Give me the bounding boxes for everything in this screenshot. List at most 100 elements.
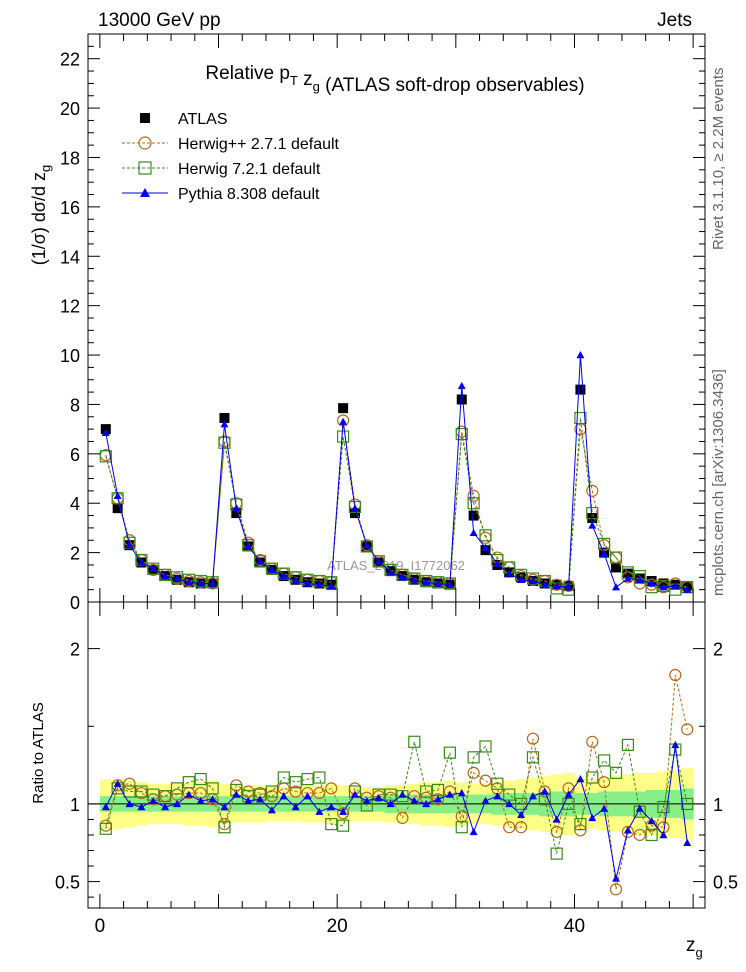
ratio-pythia-8-308-default-marker <box>528 792 537 800</box>
herwig-7-2-1-default-marker <box>574 411 587 425</box>
herwig-7-2-1-default-marker <box>467 497 480 510</box>
ratio-xtick-label: 0 <box>95 916 106 937</box>
pythia-8-308-default-marker <box>612 583 621 591</box>
ratio-pythia-8-308-default-marker <box>339 807 348 815</box>
ratio-herwig-7-2-1-default-marker <box>182 776 195 789</box>
herwig-7-2-1-default-marker <box>253 555 267 568</box>
ratio-herwig-7-2-1-default-marker <box>491 777 504 790</box>
ratio-herwig-2-7-1-default-marker <box>514 821 528 834</box>
pythia-8-308-default-marker <box>149 564 158 572</box>
main-ytick-label: 0 <box>70 593 80 613</box>
pythia-8-308-default-marker <box>576 351 585 359</box>
series-pythia-8-308-default <box>101 351 692 593</box>
ratio-pythia-8-308-default-marker <box>493 792 502 800</box>
herwig-7-2-1-default-marker <box>431 576 445 589</box>
pythia-8-308-default-marker <box>457 381 466 390</box>
herwig-7-2-1-default-marker <box>159 568 172 581</box>
herwig-7-2-1-default-marker <box>455 427 468 441</box>
herwig-7-2-1-default-marker <box>598 537 611 551</box>
atlas-marker <box>112 503 123 514</box>
herwig-7-2-1-default-marker <box>479 529 492 542</box>
pythia-8-308-default-marker <box>327 581 336 590</box>
pythia-8-308-default-marker <box>647 579 656 587</box>
legend-item-herwig-2-7-1-default: Herwig++ 2.7.1 default <box>122 136 340 153</box>
ratio-herwig-2-7-1-default-marker <box>123 777 136 790</box>
header-left: 13000 GeV pp <box>98 10 221 31</box>
ratio-herwig-2-7-1-default-marker <box>313 786 326 800</box>
main-ytick-label: 16 <box>60 198 80 218</box>
ratio-pythia-8-308-default-marker <box>244 796 253 805</box>
ratio-ytick-label: 2 <box>70 640 80 660</box>
ratio-herwig-7-2-1-default-marker <box>443 746 456 759</box>
ratio-pythia-8-308-default-marker <box>659 830 668 839</box>
ratio-herwig-7-2-1-default-marker <box>598 754 611 767</box>
ratio-herwig-2-7-1-default-marker <box>538 785 551 798</box>
ratio-pythia-8-308-default-marker <box>445 790 454 798</box>
ratio-herwig-7-2-1-default-marker <box>313 771 326 784</box>
chart-title: Relative pT zg (ATLAS soft-drop observab… <box>205 63 584 96</box>
pythia-8-308-default-marker <box>256 557 265 565</box>
legend-label: Herwig 7.2.1 default <box>178 161 321 178</box>
pythia-8-308-default-marker <box>161 572 170 580</box>
main-plot <box>99 351 694 596</box>
ratio-pythia-8-308-default-marker <box>374 793 383 801</box>
ratio-herwig-7-2-1-default-marker <box>99 822 112 835</box>
pythia-8-308-default-marker <box>113 491 122 500</box>
pythia-8-308-default-marker <box>220 420 229 428</box>
ratio-pythia-8-308-default-marker <box>220 803 229 811</box>
ratio-herwig-7-2-1-default-marker <box>170 782 184 795</box>
ratio-herwig-2-7-1-default-marker <box>396 811 409 825</box>
ratio-herwig-7-2-1-default-marker <box>194 772 207 786</box>
legend-label: Herwig++ 2.7.1 default <box>178 136 340 153</box>
atlas-marker <box>349 508 360 519</box>
ratio-pythia-8-308-default-marker <box>161 803 170 811</box>
ratio-herwig-7-2-1-default-marker <box>645 828 658 842</box>
ratio-pythia-8-308-default-marker <box>505 799 514 808</box>
legend-pythia-8-308-default-marker <box>140 188 150 197</box>
ratio-herwig-7-2-1-default-marker <box>289 776 302 789</box>
pythia-8-308-default-marker <box>184 578 193 586</box>
pythia-8-308-default-marker <box>196 579 205 587</box>
pythia-8-308-default-marker <box>588 521 597 529</box>
herwig-2-7-1-default-marker <box>586 484 599 497</box>
ratio-pythia-8-308-default-marker <box>113 779 122 787</box>
ratio-pythia-8-308-default-marker <box>303 792 312 800</box>
ratio-herwig-2-7-1-default-marker <box>325 782 338 795</box>
ratio-ylabel: Ratio to ATLAS <box>30 702 47 803</box>
pythia-8-308-default-marker <box>267 565 276 574</box>
main-ytick-label: 2 <box>70 544 80 564</box>
ratio-pythia-8-308-default-marker <box>327 803 336 811</box>
ratio-herwig-7-2-1-default-marker <box>420 785 433 798</box>
ratio-pythia-8-308-default-marker <box>291 803 300 811</box>
ratio-herwig-2-7-1-default-marker <box>467 766 480 779</box>
pythia-8-308-default-marker <box>422 578 431 586</box>
ratio-pythia-8-308-default-marker <box>588 813 597 822</box>
ratio-herwig-7-2-1-default-marker <box>455 821 468 834</box>
ratio-herwig-7-2-1-default-marker <box>586 771 599 784</box>
mcplots-label: mcplots.cern.ch [arXiv:1306.3436] <box>710 369 727 596</box>
ratio-herwig-7-2-1-default-marker <box>681 797 694 811</box>
ratio-pythia-8-308-default-marker <box>564 790 573 798</box>
main-ytick-label: 14 <box>60 247 80 267</box>
pythia-8-308-default-marker <box>362 541 371 549</box>
ratio-pythia-8-308-default-marker <box>600 804 609 812</box>
ratio-herwig-2-7-1-default-marker <box>526 732 540 745</box>
pythia-8-308-default-marker <box>517 575 526 583</box>
series-herwig-7-2-1-default <box>99 411 694 596</box>
ratio-herwig-7-2-1-default-marker <box>467 751 480 764</box>
pythia-8-308-default-marker <box>528 577 537 585</box>
ratio-pythia-8-308-default-marker <box>125 799 134 808</box>
ratio-herwig-7-2-1-default-marker <box>265 785 279 798</box>
ratio-herwig-7-2-1-default-marker <box>609 766 623 779</box>
atlas-marker <box>611 562 622 573</box>
atlas-marker <box>338 403 349 414</box>
ratio-pythia-8-308-default-marker <box>683 838 692 846</box>
herwig-7-2-1-default-marker <box>218 436 231 449</box>
ratio-herwig-7-2-1-default-marker <box>574 818 587 831</box>
ratio-pythia-8-308-default-marker <box>184 790 193 798</box>
herwig-7-2-1-default-marker <box>337 430 350 443</box>
ratio-herwig-2-7-1-default-marker <box>503 821 516 834</box>
atlas-marker <box>456 394 467 405</box>
ratio-herwig-2-7-1-default-marker <box>586 735 599 748</box>
